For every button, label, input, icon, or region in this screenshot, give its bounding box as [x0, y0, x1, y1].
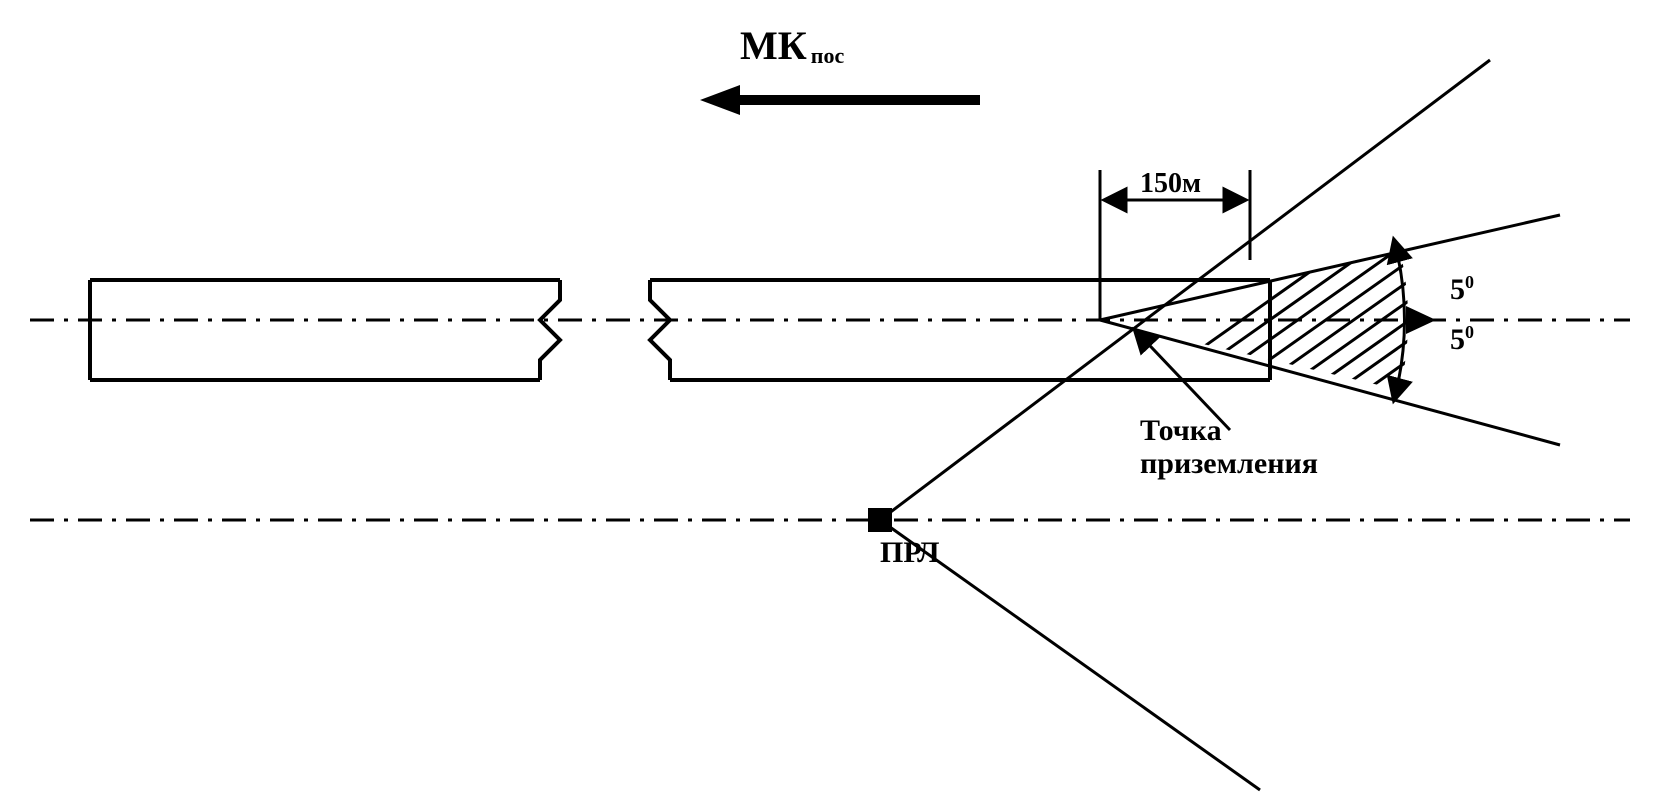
angle-lower-sup: 0 — [1465, 322, 1474, 342]
angle-sector-lines — [1100, 215, 1560, 445]
mk-label: МК пос — [740, 22, 844, 69]
angle-upper-value: 5 — [1450, 273, 1465, 306]
angle-arc — [1394, 240, 1436, 400]
prl-marker — [868, 508, 892, 532]
mk-sub: пос — [811, 43, 844, 68]
angle-upper-label: 50 — [1450, 272, 1474, 307]
angle-upper-sup: 0 — [1465, 272, 1474, 292]
angle-lower-label: 50 — [1450, 322, 1474, 357]
touchdown-point-label: Точка приземления — [1140, 414, 1318, 480]
touchdown-line1: Точка — [1140, 414, 1318, 447]
touchdown-line2: приземления — [1140, 447, 1318, 480]
runway-approach-diagram — [0, 0, 1654, 799]
mk-text: МК — [740, 23, 807, 68]
mk-heading-arrow — [700, 85, 980, 115]
runway-segment-left — [90, 280, 560, 380]
distance-150m-label: 150м — [1140, 168, 1201, 200]
angle-lower-value: 5 — [1450, 323, 1465, 356]
prl-label: ПРЛ — [880, 536, 940, 570]
